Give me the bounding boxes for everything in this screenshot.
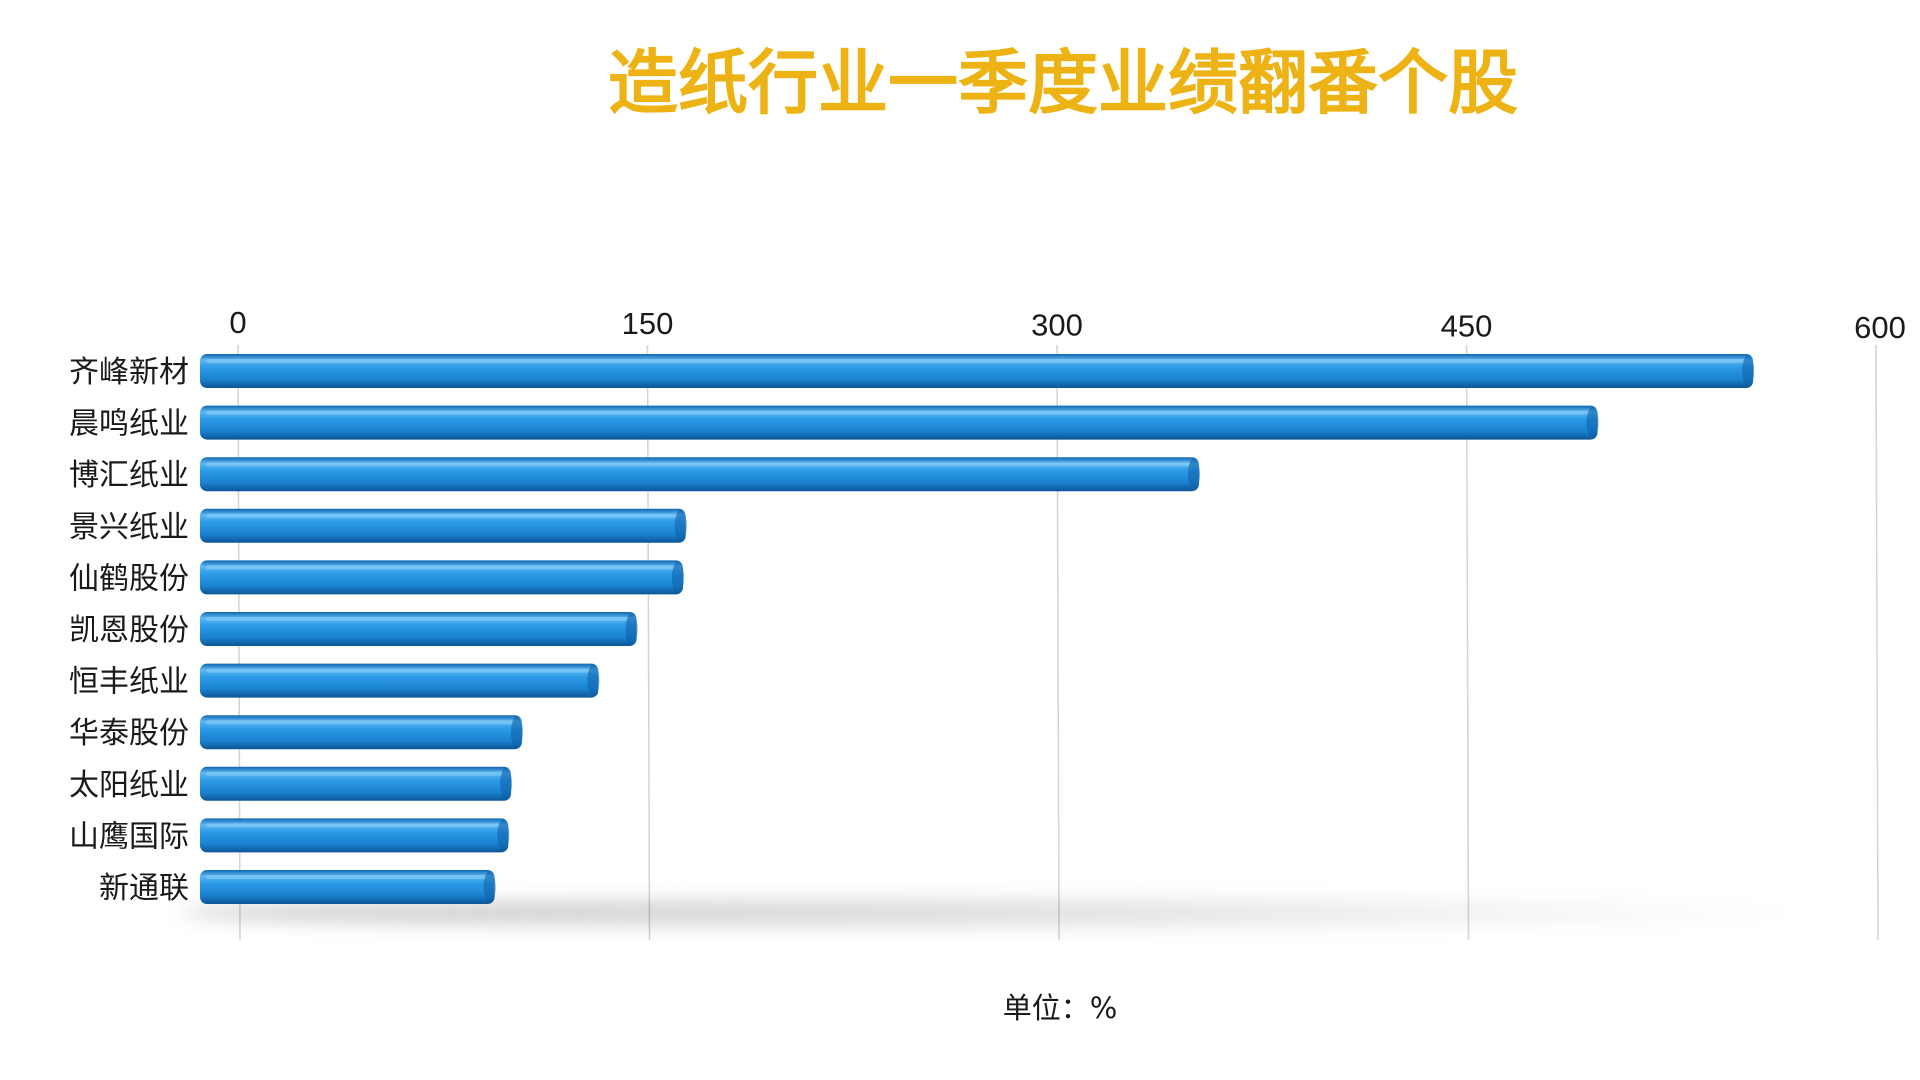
category-label: 凯恩股份 bbox=[69, 613, 189, 648]
bar-end-cap bbox=[671, 561, 684, 594]
bar bbox=[200, 715, 523, 750]
floor-shadow bbox=[180, 899, 1820, 927]
bar-highlight bbox=[206, 513, 678, 518]
gridline bbox=[1056, 344, 1060, 941]
x-tick-label: 300 bbox=[1031, 307, 1083, 342]
bar-highlight bbox=[206, 668, 591, 673]
bar-highlight bbox=[206, 823, 501, 828]
gridline bbox=[646, 344, 651, 941]
bar bbox=[200, 405, 1599, 440]
bar bbox=[200, 870, 496, 904]
bar bbox=[200, 457, 1200, 492]
category-label: 仙鹤股份 bbox=[69, 561, 189, 596]
x-tick-label: 0 bbox=[229, 305, 246, 340]
bars bbox=[200, 354, 1755, 904]
bar-end-cap bbox=[1187, 458, 1200, 491]
bar-end-cap bbox=[674, 509, 687, 542]
bar bbox=[200, 818, 510, 853]
bar-highlight bbox=[206, 410, 1590, 415]
bar-highlight bbox=[206, 771, 503, 776]
category-label: 齐峰新材 bbox=[69, 355, 189, 390]
bar bbox=[200, 560, 684, 595]
bar-highlight bbox=[206, 565, 675, 570]
category-label: 景兴纸业 bbox=[69, 510, 189, 545]
bar-end-cap bbox=[587, 664, 600, 697]
unit-label: 单位：% bbox=[1003, 991, 1118, 1025]
bar-highlight bbox=[206, 875, 487, 879]
bar-end-cap bbox=[483, 871, 496, 903]
chart-title: 造纸行业一季度业绩翻番个股 bbox=[608, 42, 1518, 124]
bar-highlight bbox=[206, 720, 514, 725]
bar-highlight bbox=[206, 617, 629, 621]
bar bbox=[200, 354, 1755, 388]
bar-highlight bbox=[206, 462, 1191, 467]
x-tick-label: 600 bbox=[1854, 310, 1906, 345]
category-label: 山鹰国际 bbox=[69, 819, 189, 854]
bar bbox=[200, 766, 512, 801]
category-label: 华泰股份 bbox=[69, 716, 189, 751]
category-label: 太阳纸业 bbox=[69, 768, 189, 803]
bar-end-cap bbox=[1586, 406, 1599, 439]
category-label: 博汇纸业 bbox=[69, 458, 189, 493]
bar-end-cap bbox=[510, 716, 523, 749]
bar-end-cap bbox=[1742, 355, 1755, 387]
x-tick-label: 450 bbox=[1441, 309, 1493, 344]
bar-highlight bbox=[206, 359, 1746, 363]
bar-end-cap bbox=[500, 767, 512, 800]
bar-end-cap bbox=[625, 613, 638, 645]
category-labels: 齐峰新材晨鸣纸业博汇纸业景兴纸业仙鹤股份凯恩股份恒丰纸业华泰股份太阳纸业山鹰国际… bbox=[69, 355, 189, 906]
bar-shadow bbox=[180, 899, 1820, 927]
gridline bbox=[1465, 344, 1470, 941]
category-label: 晨鸣纸业 bbox=[69, 407, 189, 442]
bar bbox=[200, 508, 687, 543]
x-tick-label: 150 bbox=[622, 306, 674, 341]
category-label: 新通联 bbox=[99, 871, 189, 906]
category-label: 恒丰纸业 bbox=[69, 665, 189, 700]
bar bbox=[200, 663, 600, 698]
bar bbox=[200, 612, 638, 646]
x-tick-labels: 0 150 300 450 600 bbox=[229, 305, 1905, 345]
bar-end-cap bbox=[497, 819, 510, 852]
gridline bbox=[1875, 344, 1879, 941]
